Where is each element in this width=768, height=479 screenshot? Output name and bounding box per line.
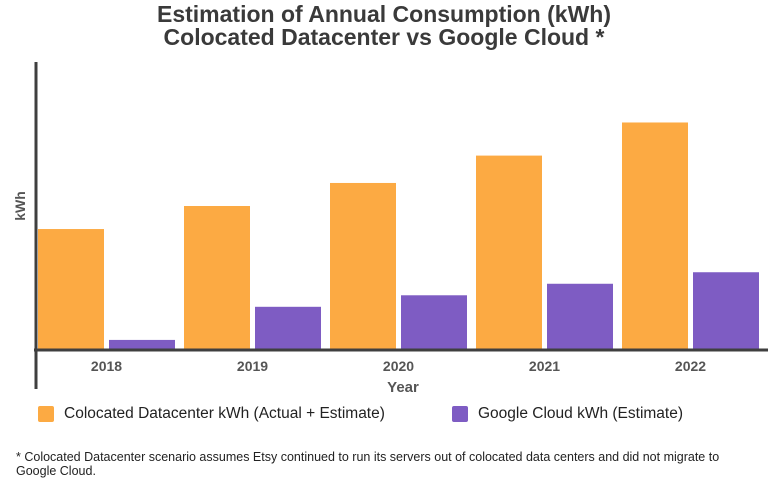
chart-subtitle: Colocated Datacenter vs Google Cloud *: [163, 24, 605, 50]
legend-item-google-cloud: Google Cloud kWh (Estimate): [452, 404, 683, 423]
bar-google-cloud-2018: [109, 339, 175, 350]
y-axis-label: kWh: [12, 191, 28, 221]
x-tick-label-2020: 2020: [383, 358, 414, 374]
legend-label-google-cloud: Google Cloud kWh (Estimate): [478, 405, 684, 422]
bar-colocated-2018: [38, 229, 104, 350]
x-tick-label-2019: 2019: [237, 358, 268, 374]
bar-colocated-2021: [476, 155, 542, 350]
legend-swatch-colocated: [38, 406, 54, 422]
footnote: * Colocated Datacenter scenario assumes …: [16, 450, 720, 478]
x-tick-label-2022: 2022: [675, 358, 706, 374]
legend-label-colocated: Colocated Datacenter kWh (Actual + Estim…: [64, 405, 385, 422]
bars-group: [38, 122, 759, 350]
bar-google-cloud-2022: [693, 272, 759, 350]
bar-colocated-2022: [622, 122, 688, 350]
bar-colocated-2019: [184, 206, 250, 350]
x-tick-label-2018: 2018: [91, 358, 122, 374]
legend-swatch-google-cloud: [452, 406, 468, 422]
legend-item-colocated: Colocated Datacenter kWh (Actual + Estim…: [38, 404, 408, 423]
x-tick-labels: 2018 2019 2020 2021 2022: [91, 358, 706, 374]
bar-google-cloud-2020: [401, 295, 467, 350]
x-tick-label-2021: 2021: [529, 358, 560, 374]
bar-google-cloud-2019: [255, 306, 321, 350]
x-axis-label: Year: [387, 379, 419, 396]
bar-google-cloud-2021: [547, 283, 613, 350]
bar-colocated-2020: [330, 182, 396, 350]
chart-title: Estimation of Annual Consumption (kWh): [157, 1, 611, 27]
